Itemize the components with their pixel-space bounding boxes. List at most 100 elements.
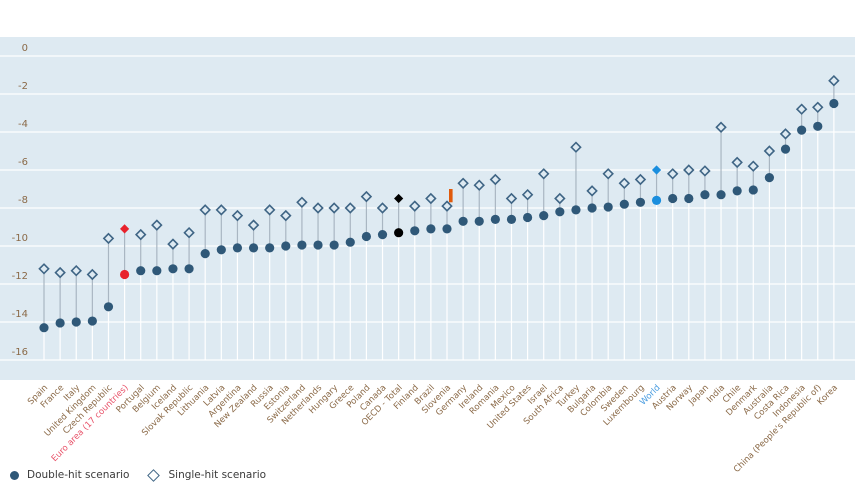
- double-hit-point: [780, 144, 791, 154]
- single-hit-point: [344, 202, 357, 214]
- y-tick-label: -2: [18, 81, 28, 92]
- double-hit-point: [297, 240, 307, 250]
- single-hit-point: [763, 145, 776, 157]
- single-hit-point: [715, 121, 727, 133]
- single-hit-point: [683, 164, 695, 176]
- double-hit-point: [587, 203, 597, 213]
- single-hit-point: [151, 219, 163, 231]
- double-hit-point: [184, 264, 194, 274]
- single-hit-point: [296, 196, 308, 209]
- double-hit-point: [55, 318, 65, 328]
- double-hit-point: [152, 266, 162, 276]
- legend-label-single-hit: Single-hit scenario: [168, 469, 267, 481]
- double-hit-point: [39, 323, 49, 333]
- single-hit-point: [280, 209, 292, 222]
- single-hit-point: [376, 202, 389, 214]
- double-hit-point: [571, 205, 581, 215]
- single-hit-point: [586, 185, 598, 197]
- single-hit-point: [554, 192, 566, 205]
- double-hit-point: [506, 214, 517, 224]
- circle-marker-icon: [10, 470, 19, 480]
- single-hit-point: [409, 200, 421, 212]
- single-hit-point: [102, 232, 115, 245]
- double-hit-point: [651, 195, 662, 205]
- y-tick-label: -12: [12, 271, 28, 282]
- single-hit-point: [731, 156, 743, 169]
- single-hit-point: [183, 226, 195, 239]
- single-hit-point: [215, 204, 228, 216]
- single-hit-point: [618, 177, 631, 190]
- single-hit-point: [473, 179, 485, 191]
- highlight-bar: [449, 189, 453, 203]
- single-hit-point: [795, 103, 808, 115]
- single-hit-point: [666, 168, 679, 180]
- y-tick-label: 0: [22, 43, 28, 54]
- single-hit-point: [54, 266, 66, 279]
- double-hit-point: [410, 226, 420, 236]
- single-hit-point: [747, 160, 760, 172]
- double-hit-point: [668, 193, 678, 204]
- y-tick-label: -16: [12, 347, 28, 358]
- legend: Double-hit scenario Single-hit scenario: [10, 468, 267, 482]
- double-hit-point: [700, 190, 710, 200]
- single-hit-point: [812, 101, 824, 114]
- single-hit-point: [134, 228, 147, 241]
- single-hit-point: [199, 204, 211, 216]
- single-hit-point: [489, 173, 502, 186]
- double-hit-point: [603, 202, 613, 212]
- double-hit-point: [474, 216, 484, 226]
- double-hit-point: [490, 214, 500, 224]
- legend-label-double-hit: Double-hit scenario: [27, 469, 130, 481]
- double-hit-point: [555, 207, 565, 217]
- double-hit-point: [619, 199, 629, 209]
- double-hit-point: [168, 264, 178, 274]
- double-hit-point: [216, 245, 226, 255]
- double-hit-point: [345, 237, 355, 247]
- y-tick-label: -6: [18, 157, 28, 168]
- double-hit-point: [361, 231, 371, 242]
- legend-item-single-hit: Single-hit scenario: [147, 468, 267, 482]
- single-hit-point: [360, 190, 373, 203]
- y-tick-label: -8: [18, 195, 28, 206]
- double-hit-point: [426, 224, 436, 234]
- single-hit-point: [394, 193, 404, 204]
- single-hit-point: [247, 219, 260, 231]
- double-hit-point: [684, 193, 694, 204]
- double-hit-point: [829, 98, 839, 109]
- legend-item-double-hit: Double-hit scenario: [10, 469, 129, 481]
- double-hit-point: [232, 243, 243, 253]
- double-hit-point: [442, 224, 452, 234]
- double-hit-point: [732, 186, 742, 196]
- single-hit-point: [828, 74, 840, 87]
- double-hit-point: [313, 240, 323, 250]
- single-hit-point: [167, 238, 179, 250]
- double-hit-point: [764, 173, 775, 183]
- single-hit-point: [263, 204, 276, 216]
- double-hit-point: [136, 266, 146, 276]
- double-hit-point: [458, 216, 468, 226]
- double-hit-point: [748, 185, 758, 195]
- single-hit-point: [699, 165, 711, 177]
- double-hit-point: [329, 240, 339, 250]
- single-hit-point: [634, 173, 647, 186]
- single-hit-point: [231, 209, 244, 222]
- double-hit-point: [71, 317, 81, 327]
- single-hit-point: [328, 202, 340, 214]
- double-hit-point: [539, 211, 549, 221]
- single-hit-point: [86, 268, 99, 281]
- single-hit-point: [120, 224, 130, 234]
- diamond-marker-icon: [147, 468, 161, 482]
- double-hit-point: [635, 197, 646, 207]
- double-hit-point: [103, 302, 114, 312]
- single-hit-point: [651, 165, 662, 175]
- single-hit-point: [505, 192, 518, 205]
- double-hit-point: [87, 316, 97, 326]
- double-hit-point: [248, 243, 259, 253]
- single-hit-point: [441, 200, 453, 212]
- double-hit-point: [394, 228, 404, 238]
- double-hit-point: [281, 241, 291, 251]
- single-hit-point: [457, 177, 469, 190]
- double-hit-point: [377, 230, 388, 240]
- double-hit-point: [265, 243, 275, 253]
